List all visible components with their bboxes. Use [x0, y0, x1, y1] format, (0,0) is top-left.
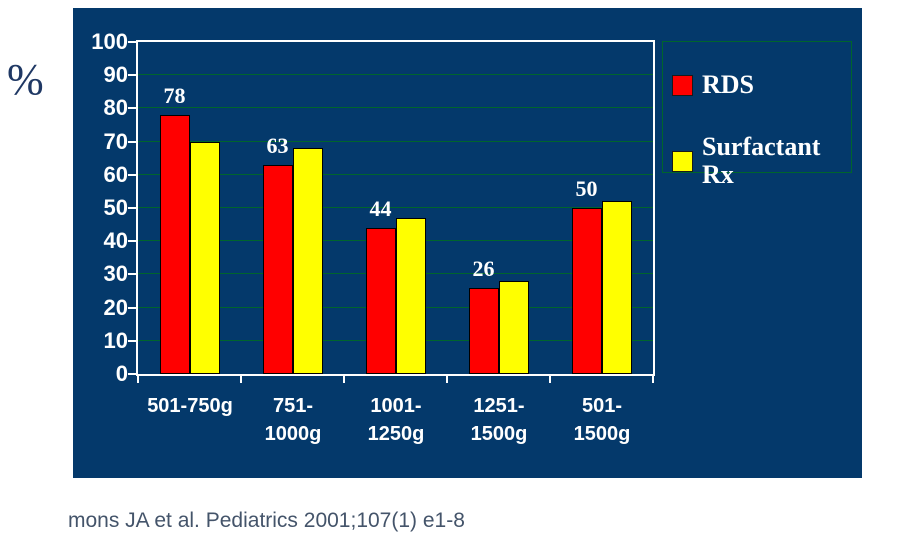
bar-surfactant-rx	[189, 142, 220, 374]
legend-item-rds: RDS	[672, 71, 754, 99]
x-tick	[137, 376, 139, 383]
y-tick-label: 20	[103, 295, 128, 320]
bar-surfactant-rx	[292, 148, 323, 374]
y-axis-title: %	[7, 55, 44, 104]
bar-rds	[365, 228, 396, 374]
bar-surfactant-rx	[395, 218, 426, 374]
y-tick	[128, 373, 136, 375]
y-tick	[128, 174, 136, 176]
bar-value-label: 63	[266, 133, 289, 158]
legend-item-surfactant-rx: Surfactant Rx	[672, 133, 851, 189]
y-tick-label: 100	[91, 29, 128, 54]
category-label: 501-750g	[147, 395, 233, 417]
y-tick-label: 30	[103, 261, 128, 286]
bar-value-label: 44	[369, 196, 392, 221]
y-tick	[128, 74, 136, 76]
category-label: 751- 1000g	[264, 395, 322, 445]
category-label: 501- 1500g	[573, 395, 631, 445]
bar-surfactant-rx	[601, 201, 632, 374]
bar-rds	[262, 165, 293, 374]
bar-value-label: 26	[472, 256, 495, 281]
y-tick	[128, 340, 136, 342]
bar-value-label: 50	[575, 176, 598, 201]
y-tick	[128, 207, 136, 209]
y-tick	[128, 107, 136, 109]
x-tick	[240, 376, 242, 383]
y-tick	[128, 307, 136, 309]
gridline	[138, 207, 653, 208]
x-tick	[549, 376, 551, 383]
citation-text: mons JA et al. Pediatrics 2001;107(1) e1…	[68, 509, 465, 532]
y-tick-label: 0	[115, 361, 128, 386]
bar-rds	[571, 208, 602, 374]
chart-area: 78 63 44 26 50 0 10 20 30 40 50 60 70 80 90 100 501-750…	[73, 8, 862, 478]
gridline	[138, 74, 653, 75]
bar-rds	[159, 115, 190, 374]
legend-label: RDS	[702, 70, 755, 99]
plot-area: 78 63 44 26 50	[136, 40, 655, 376]
bar-rds	[468, 288, 499, 374]
rds-swatch-icon	[672, 74, 693, 96]
gridline	[138, 141, 653, 142]
gridline	[138, 107, 653, 108]
y-tick	[128, 240, 136, 242]
y-tick	[128, 41, 136, 43]
y-tick-label: 60	[103, 162, 128, 187]
y-tick-label: 90	[103, 62, 128, 87]
gridline	[138, 174, 653, 175]
y-tick-label: 10	[103, 328, 128, 353]
legend: RDS Surfactant Rx	[662, 41, 852, 189]
y-tick	[128, 141, 136, 143]
category-label: 1251- 1500g	[470, 395, 528, 445]
y-tick-label: 40	[103, 228, 128, 253]
y-tick-label: 70	[103, 129, 128, 154]
y-tick-label: 50	[103, 195, 128, 220]
y-tick	[128, 273, 136, 275]
y-tick-label: 80	[103, 95, 128, 120]
surfactant-rx-swatch-icon	[672, 150, 693, 172]
x-tick	[343, 376, 345, 383]
legend-label: Surfactant Rx	[702, 132, 821, 189]
category-label: 1001- 1250g	[367, 395, 425, 445]
bar-value-label: 78	[163, 83, 186, 108]
x-tick	[652, 376, 654, 383]
x-tick	[446, 376, 448, 383]
bar-surfactant-rx	[498, 281, 529, 374]
